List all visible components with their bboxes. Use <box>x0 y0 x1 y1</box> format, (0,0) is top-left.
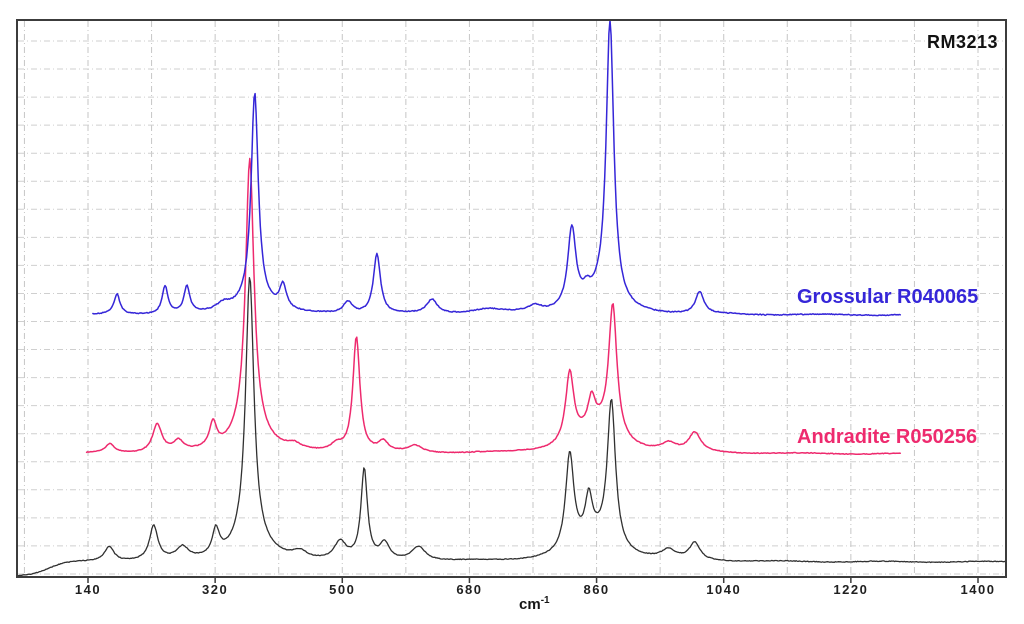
x-axis-ticks: 140 320 500 680 860 1040 1220 1400 <box>75 578 996 597</box>
x-tick-label: 500 <box>329 582 355 597</box>
series-label-grossular: Grossular R040065 <box>797 286 979 308</box>
x-tick-label: 860 <box>583 582 609 597</box>
plot-border <box>16 19 1007 578</box>
chart-title: RM3213 <box>926 32 998 52</box>
spectra <box>18 21 1005 576</box>
x-tick-label: 140 <box>75 582 101 597</box>
x-tick-label: 680 <box>456 582 482 597</box>
x-tick-label: 1400 <box>961 582 996 597</box>
spectrum-line-andradite-r050256 <box>85 157 902 456</box>
x-axis-unit-label: cm-1 <box>519 595 550 613</box>
spectrum-line-grossular-r040065 <box>92 21 902 317</box>
gridlines <box>18 21 1005 576</box>
x-tick-label: 320 <box>202 582 228 597</box>
series-label-andradite: Andradite R050256 <box>797 426 978 448</box>
spectrum-line-rm3213 <box>18 276 1005 576</box>
x-tick-label: 1040 <box>706 582 741 597</box>
x-axis-unit-exponent: -1 <box>540 595 550 606</box>
x-tick-label: 1220 <box>833 582 868 597</box>
x-axis-unit-base: cm <box>519 596 541 613</box>
